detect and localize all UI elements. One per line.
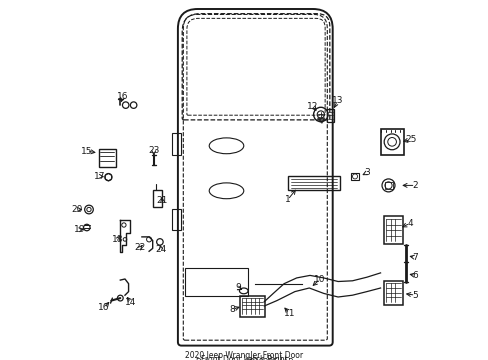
Text: 15: 15 xyxy=(81,147,92,156)
Bar xyxy=(240,296,264,317)
Text: 16: 16 xyxy=(98,303,110,312)
Text: 19: 19 xyxy=(74,225,85,234)
Text: 25: 25 xyxy=(404,135,416,144)
Text: 7: 7 xyxy=(412,253,418,262)
Bar xyxy=(99,149,116,167)
Text: 5: 5 xyxy=(412,291,418,300)
Text: 20: 20 xyxy=(71,205,82,214)
Text: 8: 8 xyxy=(228,305,234,314)
Bar xyxy=(384,216,402,244)
Bar xyxy=(152,190,162,207)
Bar xyxy=(185,268,247,296)
Bar xyxy=(380,129,403,155)
Text: 6: 6 xyxy=(412,271,418,280)
Text: 11: 11 xyxy=(283,309,295,318)
Bar xyxy=(384,281,402,305)
Text: 12: 12 xyxy=(306,102,318,111)
Text: 9: 9 xyxy=(235,284,241,292)
Bar xyxy=(172,133,181,155)
Text: 13: 13 xyxy=(331,96,343,105)
Text: Front Door Latch Right: Front Door Latch Right xyxy=(201,355,287,360)
Bar xyxy=(384,182,392,189)
Text: 17: 17 xyxy=(94,172,105,181)
Text: 10: 10 xyxy=(314,275,325,284)
Text: 2020 Jeep Wrangler Front Door: 2020 Jeep Wrangler Front Door xyxy=(185,351,303,360)
Text: 24: 24 xyxy=(155,245,166,253)
Text: 2: 2 xyxy=(412,181,417,190)
Text: 18: 18 xyxy=(112,235,123,244)
Text: 1: 1 xyxy=(284,195,290,204)
Polygon shape xyxy=(317,118,324,123)
Text: 16: 16 xyxy=(117,92,128,101)
Text: 21: 21 xyxy=(157,197,168,205)
Text: 14: 14 xyxy=(125,298,137,307)
Bar xyxy=(287,176,339,190)
Text: 3: 3 xyxy=(363,168,369,177)
Bar xyxy=(350,173,358,180)
Text: Diagram for 68282954AB: Diagram for 68282954AB xyxy=(195,358,293,360)
Bar xyxy=(172,209,181,230)
Text: 23: 23 xyxy=(148,146,159,155)
Bar xyxy=(326,109,333,122)
Text: 22: 22 xyxy=(134,243,145,252)
Text: 4: 4 xyxy=(407,219,412,228)
